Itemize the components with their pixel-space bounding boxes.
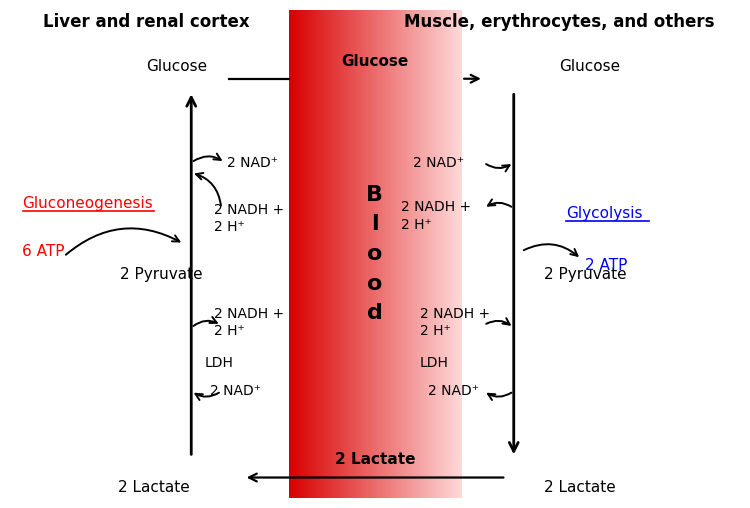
- Text: 2 NADH +
2 H⁺: 2 NADH + 2 H⁺: [214, 203, 284, 234]
- Text: Glucose: Glucose: [341, 53, 409, 69]
- Text: B
l
o
o
d: B l o o d: [367, 185, 383, 323]
- Text: 2 Lactate: 2 Lactate: [544, 480, 616, 495]
- Text: LDH: LDH: [205, 356, 234, 370]
- Text: Glucose: Glucose: [559, 58, 620, 74]
- Text: 2 Lactate: 2 Lactate: [118, 480, 190, 495]
- Text: 2 NAD⁺: 2 NAD⁺: [413, 155, 464, 170]
- Text: 2 NAD⁺: 2 NAD⁺: [427, 384, 478, 398]
- Text: Glycolysis: Glycolysis: [566, 206, 643, 221]
- Text: 2 ATP: 2 ATP: [585, 258, 627, 273]
- Text: 2 NADH +
2 H⁺: 2 NADH + 2 H⁺: [214, 307, 284, 338]
- Text: Muscle, erythrocytes, and others: Muscle, erythrocytes, and others: [404, 13, 714, 30]
- Text: 2 NAD⁺: 2 NAD⁺: [210, 384, 261, 398]
- Text: Gluconeogenesis: Gluconeogenesis: [22, 196, 153, 211]
- Text: 2 Pyruvate: 2 Pyruvate: [544, 267, 626, 282]
- Text: Liver and renal cortex: Liver and renal cortex: [43, 13, 250, 30]
- Text: 2 NADH +
2 H⁺: 2 NADH + 2 H⁺: [401, 200, 471, 232]
- Text: LDH: LDH: [420, 356, 448, 370]
- Text: Glucose: Glucose: [146, 58, 207, 74]
- Text: 2 Lactate: 2 Lactate: [334, 452, 416, 467]
- Text: 6 ATP: 6 ATP: [22, 244, 65, 259]
- Text: 2 NADH +
2 H⁺: 2 NADH + 2 H⁺: [420, 307, 491, 338]
- Text: 2 NAD⁺: 2 NAD⁺: [227, 155, 278, 170]
- Text: 2 Pyruvate: 2 Pyruvate: [120, 267, 202, 282]
